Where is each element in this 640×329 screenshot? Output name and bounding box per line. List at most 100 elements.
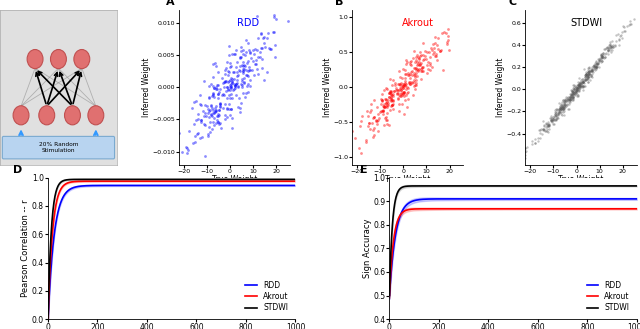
Point [404,81,415,87]
Point [195,92,205,98]
Point [410,72,420,78]
Point [573,84,583,89]
Point [582,72,593,77]
Point [554,109,564,114]
Point [580,77,590,83]
Point [418,68,428,73]
Point [567,90,577,96]
Point [385,90,395,95]
Point [417,64,427,70]
Point [442,40,452,45]
Point [222,84,232,89]
Point [241,67,252,73]
Point [582,79,593,85]
Point [613,36,623,41]
Point [414,56,424,62]
Point [410,82,420,87]
Point [433,35,443,40]
Point [559,112,569,117]
Point [555,107,565,113]
Point [259,78,269,83]
Point [564,91,575,97]
Point [403,72,413,78]
Point [380,88,390,93]
Circle shape [13,106,29,125]
Point [443,37,453,42]
Point [225,78,235,83]
Point [586,71,596,77]
Point [559,103,569,109]
Point [424,49,434,54]
Point [396,87,406,92]
Point [572,88,582,93]
Point [562,102,572,107]
Point [221,115,232,120]
Point [200,154,210,159]
Point [567,94,577,100]
Point [597,55,607,60]
Point [373,115,383,121]
Point [554,109,564,114]
X-axis label: True Weight: True Weight [212,175,257,184]
Point [398,91,408,97]
Point [397,84,407,89]
Point [392,90,402,95]
Point [561,99,571,104]
Point [578,83,588,88]
Point [443,33,453,38]
Point [246,55,257,61]
Point [239,62,250,67]
Point [390,82,400,88]
Point [180,145,191,150]
Point [546,117,556,123]
Point [374,110,385,115]
Point [396,93,406,98]
Text: C: C [509,0,517,7]
Point [199,78,209,83]
Point [586,69,596,74]
Point [553,112,563,117]
Point [381,114,391,120]
Point [558,107,568,112]
Point [588,64,598,69]
Point [207,93,218,99]
Point [606,44,616,49]
Point [597,51,607,56]
Point [214,101,225,107]
Point [232,73,243,78]
Point [252,66,262,71]
Point [568,95,578,100]
Point [581,71,591,77]
Point [566,92,577,98]
Point [584,68,595,73]
Point [551,113,561,118]
Point [193,116,204,121]
Point [212,117,223,123]
Point [214,108,224,113]
Point [403,96,413,102]
Point [399,91,410,96]
Point [384,122,394,128]
Point [580,73,590,78]
Point [205,102,216,108]
Point [255,49,265,54]
Point [227,51,237,57]
Point [584,65,595,71]
Circle shape [51,49,67,69]
Point [557,106,568,111]
Point [574,82,584,87]
Point [572,85,582,90]
Point [590,64,600,69]
Point [544,122,554,127]
Point [354,145,364,150]
Point [371,117,381,123]
Point [269,14,279,19]
Point [413,55,423,60]
Point [549,114,559,119]
Point [384,94,394,99]
Point [596,52,606,58]
Point [436,47,447,53]
Point [568,95,578,100]
Point [362,137,372,142]
Point [200,122,210,128]
